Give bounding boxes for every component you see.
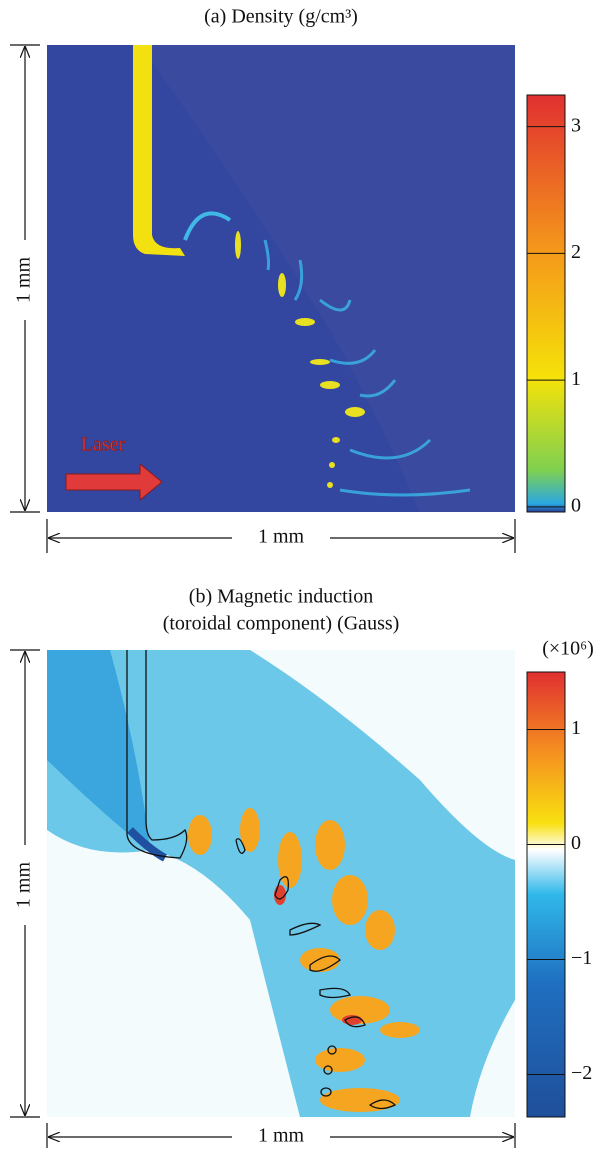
y-axis-label: 1 mm bbox=[13, 862, 35, 909]
colorbar-tick-label: 1 bbox=[571, 717, 581, 739]
chart-subtitle: (toroidal component) (Gauss) bbox=[163, 613, 400, 635]
x-axis-label: 1 mm bbox=[258, 526, 305, 548]
chart-title: (a) Density (g/cm³) bbox=[204, 6, 358, 28]
dimension-lines bbox=[10, 44, 516, 1148]
colorbar-tick-label: −2 bbox=[571, 1062, 592, 1084]
y-axis-label: 1 mm bbox=[13, 257, 35, 304]
laser-label: Laser bbox=[81, 434, 126, 456]
colorbar bbox=[526, 671, 566, 1118]
density-field bbox=[47, 45, 515, 512]
chart-title: (b) Magnetic induction bbox=[189, 586, 373, 608]
colorbar-tick-label: 1 bbox=[571, 368, 581, 390]
colorbar-tick-label: 3 bbox=[571, 114, 581, 136]
colorbar-tick-label: 2 bbox=[571, 241, 581, 263]
colorbar bbox=[526, 94, 566, 513]
colorbar-tick-label: 0 bbox=[571, 832, 581, 854]
colorbar-tick-label: 0 bbox=[571, 495, 581, 517]
magnetic-field bbox=[47, 650, 515, 1117]
x-axis-label: 1 mm bbox=[258, 1125, 305, 1147]
colorbar-tick-label: −1 bbox=[571, 947, 592, 969]
scale-label: (×10⁶) bbox=[542, 638, 594, 660]
